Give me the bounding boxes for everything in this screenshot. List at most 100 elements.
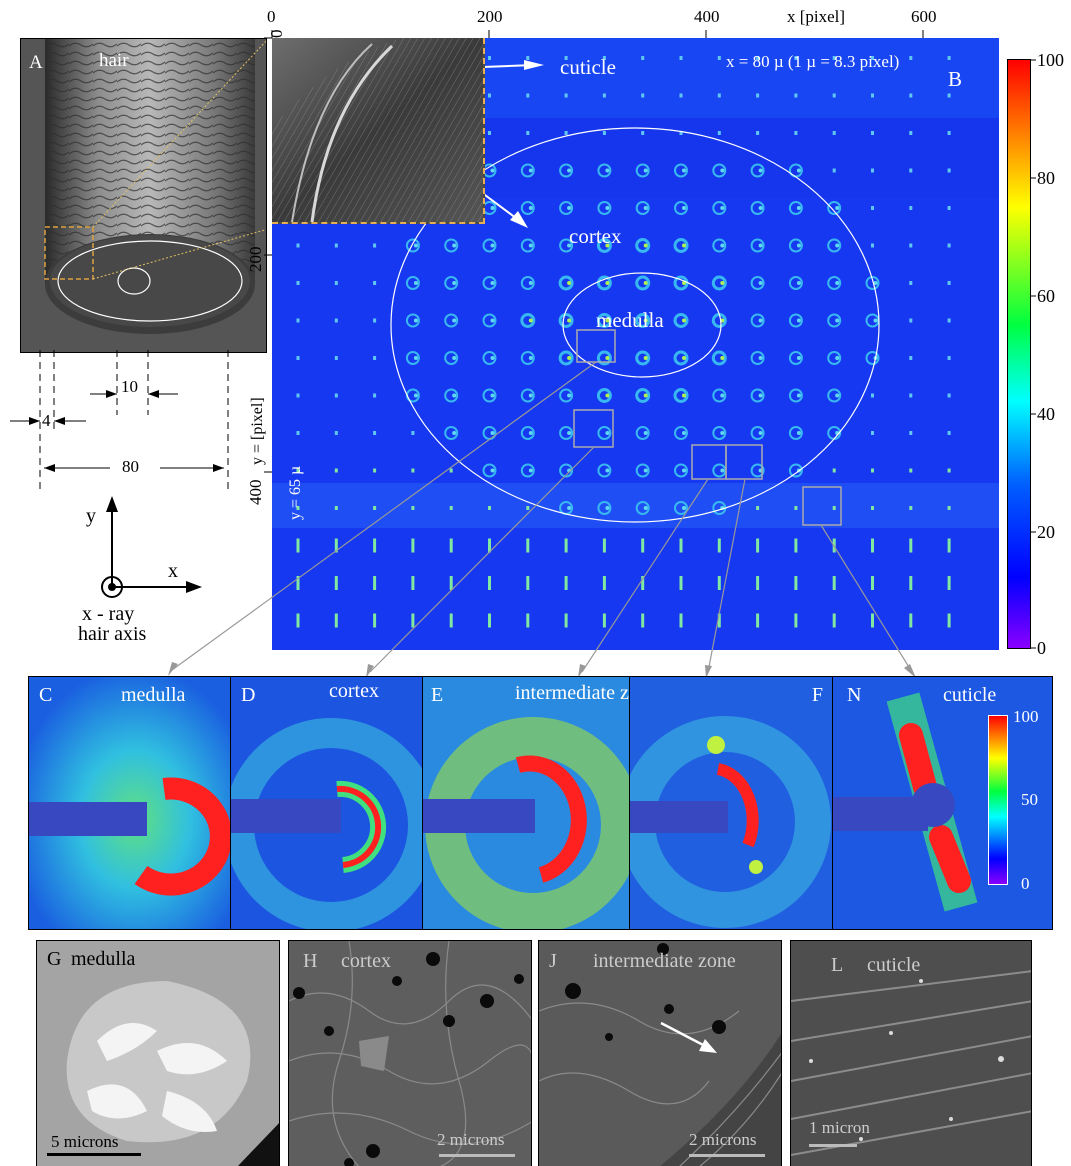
diffraction-ring [673, 350, 689, 366]
diffraction-spot [909, 281, 913, 285]
tem-g-image [37, 941, 279, 1166]
diffraction-spot [296, 468, 300, 473]
diffraction-spot [947, 318, 951, 323]
diffraction-ring [635, 388, 651, 403]
diffraction-spot [947, 538, 951, 553]
diffraction-spot [641, 613, 645, 628]
panel-d-title: cortex [329, 680, 379, 702]
diffraction-ring [788, 426, 803, 440]
diffraction-spot [679, 613, 683, 628]
diffraction-spot [682, 281, 686, 285]
diffraction-spot [756, 613, 760, 628]
tem-h-image [289, 941, 531, 1166]
panel-e-intermediate-pattern: E intermediate zone [422, 676, 631, 930]
diffraction-spot [947, 243, 951, 248]
diffraction-spot [334, 538, 338, 553]
diffraction-spot [796, 281, 801, 285]
diffraction-ring [712, 163, 727, 178]
diffraction-spot [528, 393, 533, 398]
diffraction-spot [411, 576, 415, 590]
diffraction-ring [750, 313, 765, 328]
diffraction-spot [682, 168, 686, 173]
diffraction-spot [909, 243, 913, 248]
diffraction-spot [526, 613, 530, 628]
diffraction-spot [567, 356, 572, 360]
pattern-c-image [29, 677, 231, 929]
diffraction-ring [750, 463, 765, 478]
x-tick-600: 600 [911, 7, 937, 26]
diffraction-spot [758, 281, 763, 285]
diffraction-spot [564, 538, 568, 553]
diffraction-ring [673, 313, 689, 328]
diffraction-spot [682, 206, 686, 210]
diffraction-ring [712, 201, 727, 215]
diffraction-spot [871, 131, 874, 135]
panel-n-title: cuticle [943, 684, 997, 706]
diffraction-spot [832, 131, 836, 135]
diffraction-spot [641, 131, 645, 135]
diffraction-spot [605, 506, 610, 510]
inset-cbar-tick-0: 0 [1021, 874, 1030, 893]
diffraction-spot [794, 56, 798, 60]
diffraction-spot [947, 613, 951, 628]
diffraction-ring [559, 426, 574, 440]
diffraction-ring [827, 313, 842, 328]
diffraction-spot [643, 281, 648, 285]
pattern-d-image [231, 718, 423, 929]
panel-j-intermediate-tem: J intermediate zone 2 microns [538, 940, 782, 1166]
diffraction-ring [788, 388, 803, 403]
diffraction-ring [712, 238, 727, 253]
diffraction-spot [909, 538, 913, 553]
diffraction-spot [909, 506, 913, 510]
diffraction-spot [717, 613, 721, 628]
cuticle-sem-image [272, 38, 483, 223]
diffraction-spot [567, 243, 572, 248]
diffraction-spot [526, 56, 530, 60]
diffraction-spot [411, 431, 415, 435]
diffraction-spot [796, 356, 801, 360]
diffraction-spot [682, 393, 686, 398]
diffraction-spot [717, 538, 721, 553]
diffraction-spot [758, 318, 763, 323]
panel-j-scale: 2 microns [689, 1130, 757, 1149]
diffraction-spot [413, 281, 418, 285]
diffraction-spot [720, 431, 725, 435]
diffraction-spot [871, 468, 874, 473]
diffraction-spot [490, 431, 495, 435]
diffraction-spot [490, 468, 495, 473]
diffraction-spot [449, 506, 453, 510]
diffraction-spot [909, 393, 913, 398]
diffraction-spot [947, 506, 951, 510]
diffraction-spot [947, 356, 951, 360]
diffraction-ring [635, 201, 650, 215]
diffraction-spot [756, 131, 760, 135]
panel-n-cuticle-pattern: 100 50 0 N cuticle [832, 676, 1053, 930]
panel-g-title: medulla [71, 948, 136, 970]
diffraction-ring [711, 275, 727, 291]
diffraction-ring [482, 388, 497, 403]
diffraction-ring [788, 351, 803, 365]
panel-a-sem-hair: A hair [20, 38, 267, 353]
panel-f-pattern: F [629, 676, 834, 930]
diffraction-ring [865, 276, 880, 290]
panel-d-cortex-pattern: D cortex [230, 676, 424, 930]
diffraction-ring [482, 276, 497, 290]
diffraction-ring [712, 388, 727, 403]
diffraction-ring [520, 238, 535, 253]
diffraction-spot [835, 356, 840, 360]
diffraction-spot [909, 576, 913, 590]
diffraction-ring [635, 350, 651, 366]
panel-b-scan-map: cuticle x = 80 µ (1 µ = 8.3 pixel) B cor… [272, 38, 999, 650]
diffraction-spot [758, 356, 763, 360]
diffraction-spot [567, 318, 572, 323]
diffraction-spot [682, 243, 686, 248]
diffraction-spot [490, 243, 495, 248]
x-tick-400: 400 [694, 7, 720, 26]
diffraction-spot [490, 168, 495, 173]
diffraction-spot [643, 206, 648, 210]
diffraction-ring [444, 351, 459, 365]
diffraction-spot [602, 93, 606, 98]
diffraction-ring [750, 351, 765, 365]
diffraction-spot [526, 538, 530, 553]
panel-j-letter: J [549, 950, 557, 972]
